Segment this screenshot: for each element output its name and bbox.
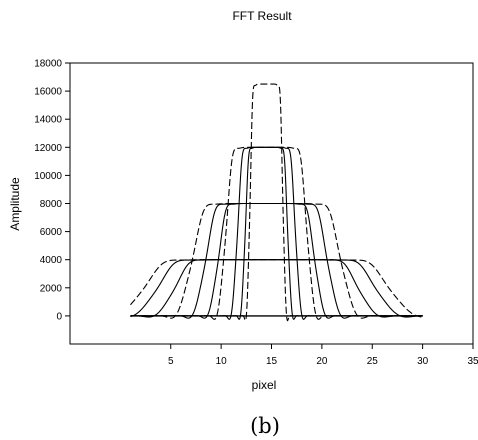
x-tick-label: 30	[417, 356, 429, 367]
x-axis-label: pixel	[252, 378, 277, 392]
y-tick-label: 14000	[34, 115, 62, 126]
x-tick-label: 15	[266, 356, 278, 367]
plot-curves	[130, 83, 423, 322]
y-tick-label: 16000	[34, 87, 62, 98]
x-tick-label: 5	[168, 356, 174, 367]
y-tick-label: 12000	[34, 143, 62, 154]
x-tick-label: 20	[316, 356, 328, 367]
chart-title: FFT Result	[232, 9, 292, 23]
y-axis: 0 2000 4000 6000 8000 10000 12000 14000 16000 180…	[34, 59, 70, 322]
series-line-6	[130, 202, 423, 319]
y-axis-label: Amplitude	[8, 177, 22, 231]
y-tick-label: 6000	[40, 227, 63, 238]
y-tick-label: 2000	[40, 283, 63, 294]
series-line-3	[130, 202, 423, 319]
y-tick-label: 18000	[34, 59, 62, 70]
series-line-10	[130, 259, 423, 318]
x-tick-label: 35	[467, 356, 478, 367]
series-line-9	[130, 202, 423, 319]
x-tick-label: 25	[367, 356, 379, 367]
series-line-4	[130, 259, 423, 318]
y-tick-label: 8000	[40, 199, 63, 210]
figure-caption: (b)	[250, 414, 280, 438]
series-line-1	[130, 83, 423, 322]
y-tick-label: 4000	[40, 255, 63, 266]
y-tick-label: 10000	[34, 171, 62, 182]
x-axis: 5 10 15 20 25 30 35	[168, 344, 478, 367]
x-tick-label: 10	[216, 356, 228, 367]
y-tick-label: 0	[56, 311, 62, 322]
